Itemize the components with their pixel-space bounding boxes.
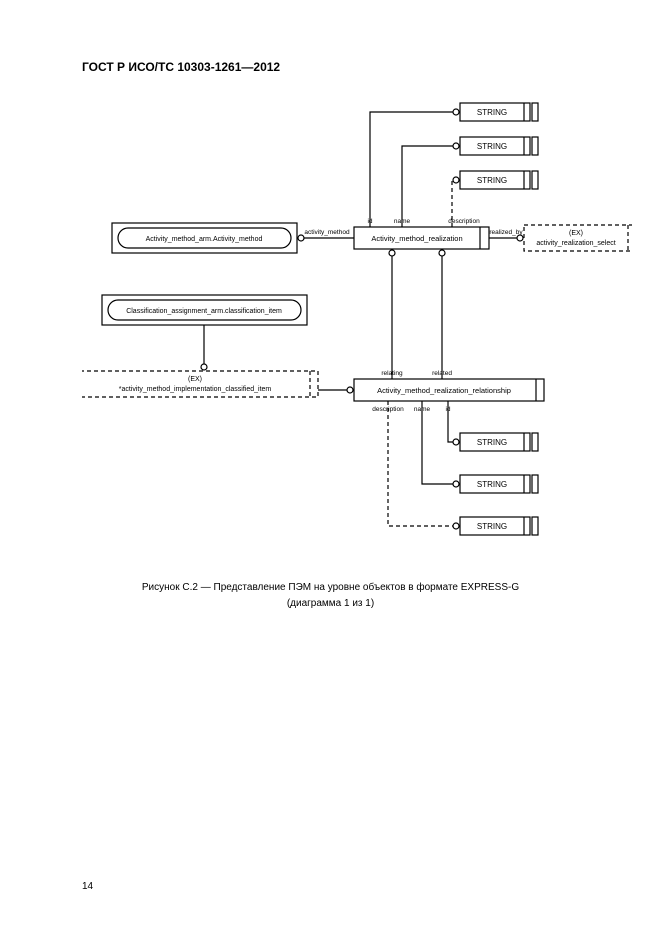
edge-relating-label: relating — [381, 370, 403, 377]
express-g-diagram: Activity_method_arm.Activity_method Clas… — [82, 85, 632, 565]
edge-amrr-id: id — [445, 401, 459, 445]
node-string-bot-2: STRING — [460, 475, 538, 493]
node-amrr-label: Activity_method_realization_relationship — [377, 386, 511, 395]
node-string-top-2: STRING — [460, 137, 538, 155]
edge-amr-description-label: description — [448, 218, 480, 225]
edge-amrr-description-label: description — [372, 406, 404, 413]
node-string-top-2-label: STRING — [477, 142, 507, 151]
edge-realized-by: realized_by — [489, 229, 523, 241]
edge-activity-method-label: activity_method — [304, 229, 350, 236]
caption-line2: (диаграмма 1 из 1) — [287, 598, 374, 609]
edge-amr-id-label: id — [367, 218, 372, 225]
node-activity-method-arm-label: Activity_method_arm.Activity_method — [146, 236, 263, 243]
node-ex-select-line1: (EX) — [569, 230, 583, 237]
node-string-bot-1: STRING — [460, 433, 538, 451]
node-activity-method-arm: Activity_method_arm.Activity_method — [112, 223, 297, 253]
edge-amrr-name-label: name — [414, 406, 431, 413]
edge-amr-id: id — [367, 109, 459, 227]
edge-amrr-id-label: id — [445, 406, 450, 413]
doc-header: ГОСТ Р ИСО/ТС 10303-1261—2012 — [82, 60, 280, 74]
edge-amr-name: name — [394, 143, 459, 227]
edge-related: related — [432, 250, 452, 379]
edge-classification-to-ex — [201, 325, 207, 370]
node-ex-classified-line1: (EX) — [188, 376, 202, 383]
node-string-top-3-label: STRING — [477, 176, 507, 185]
node-string-bot-2-label: STRING — [477, 480, 507, 489]
edge-activity-method: activity_method — [298, 229, 354, 241]
edge-ex-to-amrr — [318, 387, 353, 393]
node-string-bot-3-label: STRING — [477, 522, 507, 531]
edge-relating: relating — [381, 250, 403, 379]
edge-realized-by-label: realized_by — [489, 229, 523, 236]
node-ex-classified: (EX) *activity_method_implementation_cla… — [82, 371, 318, 397]
caption-line1: Рисунок С.2 — Представление ПЭМ на уровн… — [142, 582, 519, 593]
figure-caption: Рисунок С.2 — Представление ПЭМ на уровн… — [0, 580, 661, 612]
edge-amrr-description: description — [372, 401, 459, 529]
page-number: 14 — [82, 881, 93, 892]
edge-amr-description: description — [448, 177, 480, 227]
node-string-top-1-label: STRING — [477, 108, 507, 117]
node-ex-select: (EX) activity_realization_select — [524, 225, 632, 251]
page: ГОСТ Р ИСО/ТС 10303-1261—2012 Activity_m… — [0, 0, 661, 936]
node-string-bot-1-label: STRING — [477, 438, 507, 447]
node-classification-item-label: Classification_assignment_arm.classifica… — [126, 308, 282, 315]
edge-related-label: related — [432, 370, 452, 377]
node-amrr: Activity_method_realization_relationship — [354, 379, 544, 401]
node-amr: Activity_method_realization — [354, 227, 489, 249]
node-amr-label: Activity_method_realization — [371, 234, 462, 243]
node-string-bot-3: STRING — [460, 517, 538, 535]
node-ex-select-line2: activity_realization_select — [536, 240, 615, 247]
node-string-top-1: STRING — [460, 103, 538, 121]
node-classification-item: Classification_assignment_arm.classifica… — [102, 295, 307, 325]
node-string-top-3: STRING — [460, 171, 538, 189]
node-ex-classified-line2: *activity_method_implementation_classifi… — [119, 386, 272, 393]
edge-amrr-name: name — [414, 401, 459, 487]
edge-amr-name-label: name — [394, 218, 411, 225]
